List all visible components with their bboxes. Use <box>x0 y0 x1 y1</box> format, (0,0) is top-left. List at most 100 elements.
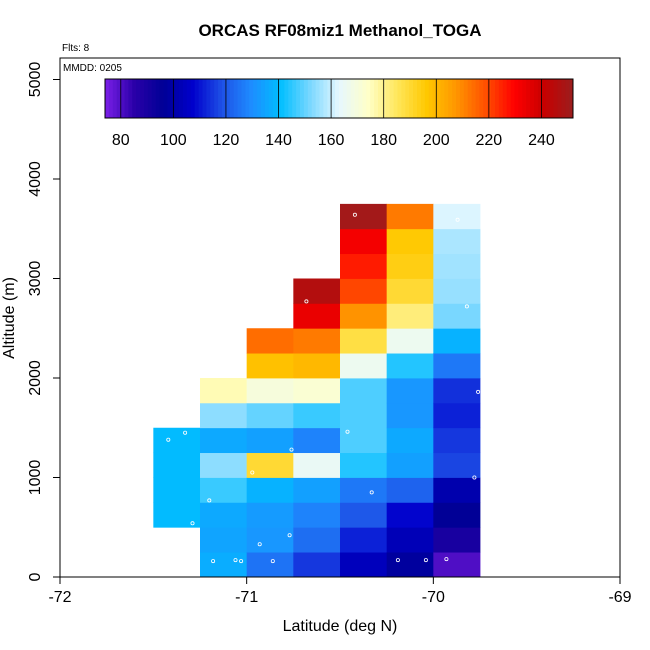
heatmap-cell-5-9 <box>386 328 434 354</box>
x-axis: -72 -71 -70 -69 <box>48 577 632 606</box>
heatmap-cell-4-14 <box>340 203 388 230</box>
sample-point-17 <box>423 558 428 563</box>
sample-point-12 <box>304 299 309 304</box>
colorbar-segment-108 <box>526 79 531 118</box>
heatmap-cell-6-4 <box>433 452 481 478</box>
colorbar-segment-30 <box>222 79 227 118</box>
sample-point-9 <box>287 533 292 538</box>
colorbar-segment-34 <box>237 79 242 118</box>
heatmap-cell-0-1 <box>153 477 201 503</box>
heatmap-cell-5-13 <box>386 228 434 255</box>
colorbar-segment-104 <box>510 79 515 118</box>
y-tick-label-5: 5000 <box>27 62 44 98</box>
y-tick-label-1: 1000 <box>27 460 44 496</box>
heatmap-cell-1-4 <box>200 452 248 478</box>
colorbar-segment-114 <box>549 79 554 118</box>
colorbar-segment-50 <box>300 79 305 118</box>
colorbar-segment-4 <box>120 79 125 118</box>
colorbar-segment-57 <box>327 79 332 118</box>
sample-point-0 <box>183 430 188 435</box>
colorbar-segment-89 <box>452 79 457 118</box>
colorbar-segment-98 <box>487 79 492 118</box>
colorbar-segment-31 <box>225 79 231 118</box>
heatmap-cell-3-10 <box>293 303 341 329</box>
colorbar-segment-87 <box>444 79 449 118</box>
x-tick-label-0: -72 <box>48 589 71 606</box>
heatmap-cell-4-1 <box>340 527 388 553</box>
colorbar-segment-60 <box>339 79 344 118</box>
colorbar-segment-5 <box>124 79 129 118</box>
heatmap-cell-0-3 <box>153 427 201 454</box>
colorbar-segment-99 <box>491 79 496 118</box>
colorbar-segment-95 <box>475 79 480 118</box>
colorbar-tick-label-1: 100 <box>160 132 187 149</box>
x-tick-label-2: -70 <box>422 589 445 606</box>
heatmap-cell-2-5 <box>246 427 294 454</box>
heatmap-cell-6-1 <box>433 527 481 553</box>
heatmap-cell-0-2 <box>153 452 201 478</box>
colorbar-segment-70 <box>378 79 383 118</box>
colorbar-segment-100 <box>495 79 500 118</box>
heatmap-cell-3-4 <box>293 452 341 478</box>
colorbar-tick-label-0: 80 <box>112 132 130 149</box>
heatmap-cells <box>153 203 481 578</box>
colorbar: 80 100 120 140 160 180 200 220 240 <box>104 78 574 149</box>
colorbar-segment-8 <box>136 79 141 118</box>
heatmap-cell-3-2 <box>293 502 341 528</box>
colorbar-segment-80 <box>417 79 422 118</box>
heatmap-cell-3-0 <box>293 552 341 578</box>
colorbar-segment-71 <box>381 79 387 118</box>
colorbar-segment-119 <box>569 79 574 118</box>
heatmap-cell-5-10 <box>386 303 434 329</box>
sample-point-20 <box>464 304 469 309</box>
colorbar-segment-12 <box>151 79 157 118</box>
sample-point-10 <box>250 470 255 475</box>
colorbar-segment-27 <box>210 79 215 118</box>
colorbar-segment-23 <box>194 79 200 118</box>
heatmap-cell-4-13 <box>340 228 388 255</box>
heatmap-cell-4-0 <box>340 552 388 578</box>
heatmap-cell-6-14 <box>433 203 481 230</box>
sample-point-21 <box>476 389 481 394</box>
colorbar-tick-label-7: 220 <box>476 132 503 149</box>
colorbar-segment-53 <box>311 79 317 118</box>
sample-point-1 <box>166 437 171 442</box>
plot-frame <box>59 57 621 578</box>
colorbar-segment-82 <box>424 79 430 118</box>
colorbar-segment-56 <box>323 79 328 118</box>
colorbar-segment-62 <box>346 79 352 118</box>
sample-point-11 <box>289 447 294 452</box>
colorbar-segment-64 <box>354 79 359 118</box>
colorbar-segment-76 <box>401 79 406 118</box>
colorbar-segment-16 <box>167 79 172 118</box>
heatmap-cell-4-11 <box>340 278 388 304</box>
heatmap-cell-5-7 <box>386 378 434 404</box>
colorbar-tick-label-3: 140 <box>265 132 292 149</box>
flights-note: Flts: 8 <box>62 43 90 54</box>
colorbar-segment-61 <box>342 79 348 118</box>
heatmap-cell-6-2 <box>433 502 481 528</box>
heatmap-cell-1-2 <box>200 502 248 528</box>
heatmap-cell-5-14 <box>386 203 434 230</box>
colorbar-segment-77 <box>405 79 410 118</box>
colorbar-segment-88 <box>448 79 453 118</box>
colorbar-segment-112 <box>541 79 547 118</box>
colorbar-tick-label-4: 160 <box>318 132 345 149</box>
heatmap-cell-2-9 <box>246 328 294 354</box>
heatmap-cell-4-5 <box>340 427 388 454</box>
colorbar-segment-26 <box>206 79 211 118</box>
heatmap-cell-3-7 <box>293 378 341 404</box>
heatmap-cell-6-6 <box>433 402 481 429</box>
colorbar-tick-label-2: 120 <box>213 132 240 149</box>
sample-point-16 <box>395 558 400 563</box>
colorbar-segment-29 <box>218 79 223 118</box>
heatmap-cell-1-0 <box>200 552 248 578</box>
colorbar-segment-25 <box>202 79 207 118</box>
colorbar-segment-96 <box>479 79 484 118</box>
colorbar-segment-0 <box>105 79 110 118</box>
heatmap-cell-6-0 <box>433 552 481 578</box>
colorbar-segment-47 <box>288 79 293 118</box>
colorbar-segment-75 <box>397 79 402 118</box>
heatmap-cell-5-6 <box>386 402 434 429</box>
heatmap-cell-5-3 <box>386 477 434 503</box>
